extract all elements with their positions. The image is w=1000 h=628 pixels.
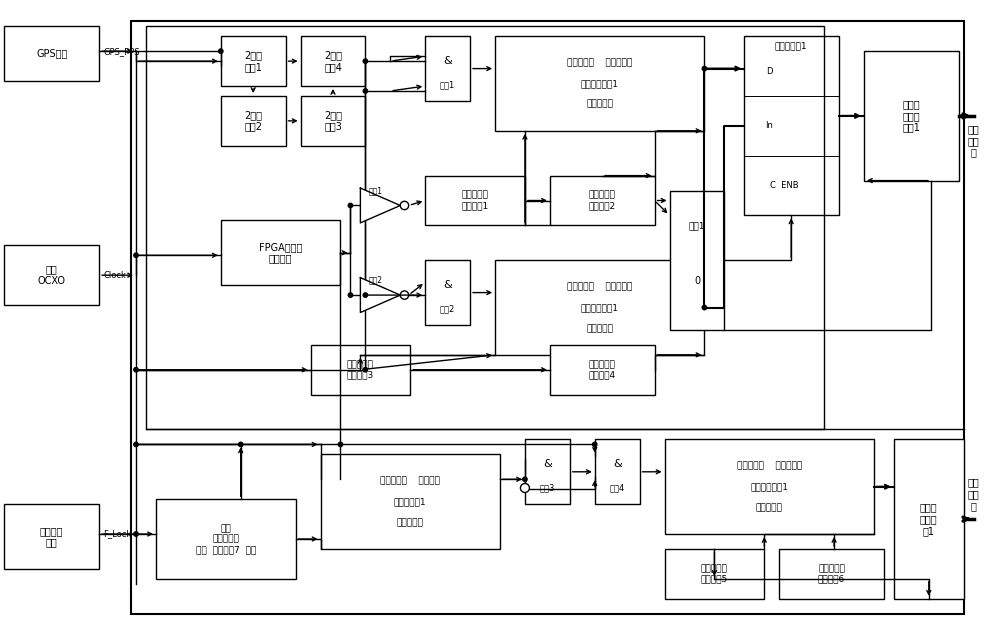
FancyBboxPatch shape <box>425 176 525 225</box>
FancyBboxPatch shape <box>4 246 99 305</box>
Text: 或门1: 或门1 <box>689 221 705 230</box>
Circle shape <box>363 59 368 63</box>
Circle shape <box>363 293 368 297</box>
Text: 相位
值输
出: 相位 值输 出 <box>968 478 980 511</box>
Circle shape <box>134 532 138 536</box>
Circle shape <box>702 305 707 310</box>
Text: 两路复用器1: 两路复用器1 <box>775 41 808 51</box>
Circle shape <box>134 367 138 372</box>
FancyBboxPatch shape <box>221 96 286 146</box>
Circle shape <box>363 367 368 372</box>
FancyBboxPatch shape <box>221 36 286 86</box>
FancyBboxPatch shape <box>550 345 655 394</box>
Circle shape <box>400 202 409 210</box>
Text: 2分频
电路1: 2分频 电路1 <box>244 50 262 72</box>
Text: 时钟输入端    计数值输出

高电平计数器1

异步复位端: 时钟输入端 计数值输出 高电平计数器1 异步复位端 <box>567 58 632 109</box>
Circle shape <box>219 49 223 53</box>
Text: 频率锁定
信号: 频率锁定 信号 <box>40 526 63 548</box>
FancyBboxPatch shape <box>670 190 724 330</box>
FancyBboxPatch shape <box>864 51 959 181</box>
FancyBboxPatch shape <box>425 260 470 325</box>
Text: 与门1: 与门1 <box>440 80 455 89</box>
FancyBboxPatch shape <box>311 345 410 394</box>
FancyBboxPatch shape <box>665 549 764 598</box>
Text: 上升沿延迟
触发电路3: 上升沿延迟 触发电路3 <box>347 360 374 379</box>
Text: 非门1: 非门1 <box>368 186 382 195</box>
FancyBboxPatch shape <box>595 440 640 504</box>
Circle shape <box>338 442 343 447</box>
Text: 时钟输入端    计数值输出

相位差计数器1

异步复位端: 时钟输入端 计数值输出 相位差计数器1 异步复位端 <box>737 462 802 512</box>
Text: In: In <box>765 121 773 131</box>
Text: 与门3: 与门3 <box>540 484 555 492</box>
Circle shape <box>348 203 353 208</box>
Text: &: & <box>613 459 622 469</box>
Text: 2分频
电路2: 2分频 电路2 <box>244 110 262 132</box>
Circle shape <box>134 442 138 447</box>
Text: &: & <box>443 56 452 66</box>
Text: &: & <box>443 280 452 290</box>
Text: F_Lock: F_Lock <box>103 529 131 539</box>
Text: 上升沿延迟
触发电路6: 上升沿延迟 触发电路6 <box>818 564 845 583</box>
FancyBboxPatch shape <box>779 549 884 598</box>
Text: Clock: Clock <box>103 271 126 279</box>
Polygon shape <box>360 188 400 223</box>
Text: 时钟输入端    分频输出

分频计数器1

异步复位端: 时钟输入端 分频输出 分频计数器1 异步复位端 <box>380 477 440 527</box>
Text: GPS_PPS: GPS_PPS <box>103 46 140 56</box>
Circle shape <box>239 442 243 447</box>
Text: D: D <box>766 67 772 75</box>
Text: FPGA内部锁
相环倍频: FPGA内部锁 相环倍频 <box>259 242 302 264</box>
FancyBboxPatch shape <box>744 36 839 215</box>
Circle shape <box>523 477 527 482</box>
Circle shape <box>134 253 138 257</box>
Text: 上升沿延迟
触发电路2: 上升沿延迟 触发电路2 <box>589 191 616 210</box>
Circle shape <box>400 291 409 300</box>
FancyBboxPatch shape <box>495 36 704 131</box>
Text: 时钟输入端    计数值输出

低电平计数器1

异步复位端: 时钟输入端 计数值输出 低电平计数器1 异步复位端 <box>567 282 632 333</box>
Text: 与门2: 与门2 <box>440 305 455 313</box>
Text: 上升沿延迟
触发电路1: 上升沿延迟 触发电路1 <box>461 191 489 210</box>
Text: &: & <box>543 459 552 469</box>
Circle shape <box>593 442 597 447</box>
Text: 上升沿延迟
触发电路4: 上升沿延迟 触发电路4 <box>589 360 616 379</box>
Text: 压控
OCXO: 压控 OCXO <box>38 264 66 286</box>
Text: 与门4: 与门4 <box>610 484 625 492</box>
FancyBboxPatch shape <box>4 26 99 81</box>
Text: 非门2: 非门2 <box>368 276 382 284</box>
Circle shape <box>348 293 353 297</box>
FancyBboxPatch shape <box>550 176 655 225</box>
Circle shape <box>520 484 529 492</box>
Text: GPS模块: GPS模块 <box>36 48 67 58</box>
Text: 相位误
差锁存
器1: 相位误 差锁存 器1 <box>920 502 938 536</box>
FancyBboxPatch shape <box>156 499 296 579</box>
Polygon shape <box>360 278 400 313</box>
FancyBboxPatch shape <box>525 440 570 504</box>
FancyBboxPatch shape <box>495 260 704 355</box>
Text: 频率
值输
出: 频率 值输 出 <box>968 124 980 158</box>
Text: 2分频
电路3: 2分频 电路3 <box>324 110 342 132</box>
Text: C  ENB: C ENB <box>770 181 799 190</box>
FancyBboxPatch shape <box>4 504 99 569</box>
FancyBboxPatch shape <box>425 36 470 101</box>
FancyBboxPatch shape <box>301 36 365 86</box>
Text: 频率计
数值锁
存器1: 频率计 数值锁 存器1 <box>902 99 920 133</box>
FancyBboxPatch shape <box>301 96 365 146</box>
FancyBboxPatch shape <box>320 455 500 549</box>
FancyBboxPatch shape <box>894 440 964 598</box>
Text: 0: 0 <box>694 276 700 286</box>
Text: 输入
上升沿延迟
使能  触发电路7  输出: 输入 上升沿延迟 使能 触发电路7 输出 <box>196 524 256 554</box>
FancyBboxPatch shape <box>665 440 874 534</box>
Text: 上升沿延迟
触发电路5: 上升沿延迟 触发电路5 <box>701 564 728 583</box>
FancyBboxPatch shape <box>221 220 340 285</box>
Text: 2分频
电路4: 2分频 电路4 <box>324 50 342 72</box>
Circle shape <box>363 89 368 93</box>
Circle shape <box>702 67 707 71</box>
